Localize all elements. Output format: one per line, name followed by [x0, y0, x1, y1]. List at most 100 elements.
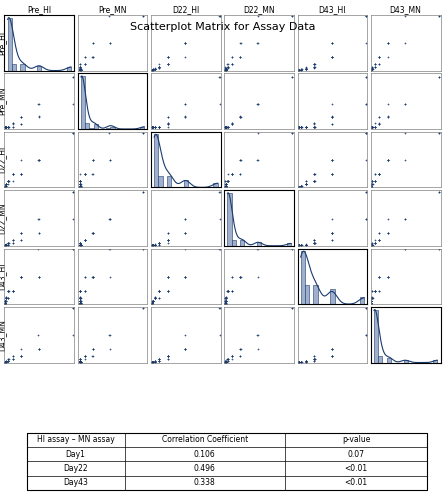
Point: [384, 273, 391, 281]
Point: [151, 294, 158, 302]
Point: [1, 358, 8, 366]
Point: [149, 297, 156, 305]
Point: [148, 240, 155, 248]
Point: [3, 294, 10, 302]
Bar: [27, 432, 427, 490]
Point: [311, 170, 318, 178]
Bar: [184, 180, 188, 188]
Point: [369, 294, 376, 302]
Point: [106, 12, 113, 20]
Point: [368, 182, 375, 190]
Point: [106, 215, 113, 223]
Point: [254, 332, 261, 340]
Point: [254, 100, 261, 108]
Point: [2, 183, 9, 191]
Point: [295, 123, 302, 131]
Point: [77, 66, 84, 74]
Point: [376, 170, 383, 178]
Point: [311, 236, 318, 244]
Point: [371, 239, 378, 247]
Point: [81, 53, 88, 61]
Point: [295, 66, 302, 74]
Point: [298, 66, 305, 74]
Point: [148, 358, 155, 366]
Point: [77, 356, 84, 364]
Point: [298, 123, 305, 131]
Point: [156, 64, 163, 72]
Bar: [378, 356, 382, 362]
Point: [222, 358, 229, 366]
Point: [298, 66, 305, 74]
Point: [149, 358, 156, 366]
Point: [1, 297, 8, 305]
Point: [369, 180, 376, 188]
Point: [77, 182, 84, 190]
Point: [295, 66, 302, 74]
Point: [150, 358, 157, 366]
Point: [222, 122, 229, 130]
Point: [165, 236, 172, 244]
Point: [2, 123, 9, 131]
Point: [148, 66, 155, 74]
Point: [81, 286, 89, 294]
Point: [295, 240, 302, 248]
Point: [368, 241, 375, 249]
Point: [2, 123, 9, 131]
Point: [2, 123, 9, 131]
Point: [222, 358, 230, 366]
Point: [237, 170, 244, 178]
Point: [216, 188, 223, 196]
Point: [77, 65, 84, 73]
Point: [228, 352, 235, 360]
Point: [369, 123, 376, 131]
Point: [81, 352, 89, 360]
Point: [368, 240, 375, 248]
Text: Scatterplot Matrix for Assay Data: Scatterplot Matrix for Assay Data: [130, 22, 315, 32]
Point: [90, 229, 97, 237]
Point: [311, 177, 318, 185]
Point: [77, 66, 84, 74]
Point: [311, 356, 318, 364]
Point: [368, 65, 375, 73]
Point: [35, 216, 42, 224]
Point: [3, 358, 10, 366]
Point: [77, 64, 84, 72]
Point: [222, 123, 229, 131]
Point: [77, 358, 84, 366]
Point: [298, 240, 305, 248]
Point: [77, 183, 84, 191]
Point: [222, 297, 229, 305]
Point: [298, 123, 305, 131]
Point: [149, 297, 156, 305]
Point: [222, 297, 229, 305]
Point: [368, 123, 375, 131]
Point: [436, 73, 443, 81]
Point: [3, 358, 10, 366]
Point: [77, 240, 84, 248]
Point: [106, 345, 113, 353]
Point: [35, 112, 42, 120]
Point: [363, 128, 370, 136]
Point: [222, 183, 229, 191]
Point: [311, 120, 318, 128]
Point: [106, 246, 113, 254]
Point: [89, 273, 97, 281]
Point: [9, 123, 16, 131]
Point: [148, 300, 155, 308]
Point: [3, 123, 10, 131]
Point: [2, 183, 9, 191]
Point: [77, 66, 84, 74]
Point: [302, 240, 309, 248]
Point: [222, 66, 229, 74]
Point: [77, 241, 84, 249]
Point: [295, 183, 302, 191]
Point: [77, 358, 84, 366]
Point: [77, 358, 84, 366]
Point: [384, 113, 391, 121]
Point: [368, 66, 375, 74]
Point: [298, 182, 305, 190]
Point: [151, 240, 158, 248]
Point: [148, 300, 155, 308]
Point: [328, 229, 335, 237]
Point: [375, 120, 382, 128]
